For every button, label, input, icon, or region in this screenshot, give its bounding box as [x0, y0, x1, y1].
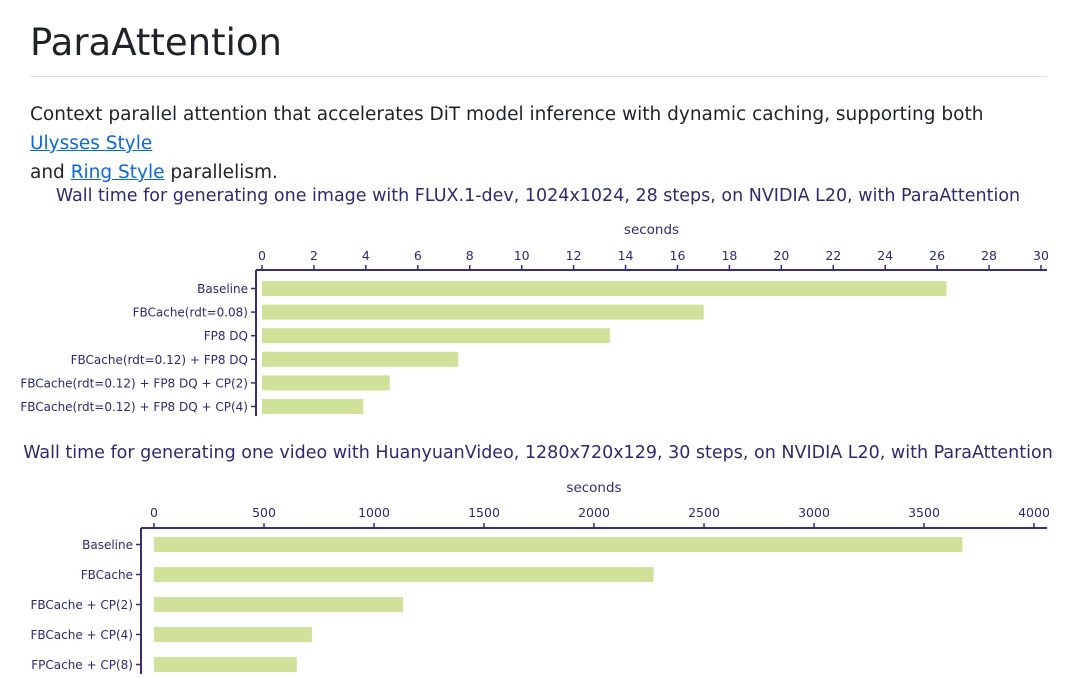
- x-axis-label: seconds: [624, 222, 679, 238]
- page-title: ParaAttention: [30, 21, 282, 64]
- x-tick-label: 3500: [908, 505, 940, 520]
- category-label: FPCache + CP(8): [31, 658, 133, 672]
- x-tick-label: 0: [258, 248, 266, 263]
- x-tick-label: 3000: [798, 505, 830, 520]
- x-tick-label: 20: [773, 248, 789, 263]
- title-divider: [30, 76, 1047, 77]
- x-tick-label: 0: [150, 505, 158, 520]
- x-tick-label: 14: [618, 248, 634, 263]
- x-tick-label: 1500: [468, 505, 500, 520]
- x-axis-label: seconds: [566, 480, 621, 496]
- bar: [154, 627, 312, 642]
- bar: [154, 657, 297, 672]
- ulysses-style-link[interactable]: Ulysses Style: [30, 133, 153, 154]
- bar: [262, 399, 364, 414]
- x-tick-label: 6: [414, 248, 422, 263]
- chart-title: Wall time for generating one video with …: [23, 443, 1053, 463]
- x-tick-label: 30: [1033, 248, 1049, 263]
- intro-text-1: Context parallel attention that accelera…: [30, 104, 984, 125]
- x-tick-label: 500: [252, 505, 276, 520]
- category-label: FBCache(rdt=0.12) + FP8 DQ + CP(2): [20, 376, 248, 390]
- category-label: FBCache + CP(4): [30, 628, 133, 642]
- intro-paragraph: Context parallel attention that accelera…: [30, 100, 1040, 187]
- bar: [262, 328, 610, 344]
- x-tick-label: 1000: [358, 505, 390, 520]
- x-tick-label: 2500: [688, 505, 720, 520]
- x-tick-label: 18: [721, 248, 737, 263]
- category-label: FBCache(rdt=0.12) + FP8 DQ: [71, 353, 248, 367]
- intro-text-3: parallelism.: [164, 162, 278, 183]
- x-tick-label: 2: [310, 248, 318, 263]
- category-label: FBCache + CP(2): [30, 598, 133, 612]
- x-tick-label: 12: [566, 248, 582, 263]
- x-tick-label: 16: [670, 248, 686, 263]
- x-tick-label: 4: [362, 248, 370, 263]
- category-label: Baseline: [197, 282, 248, 296]
- category-label: FBCache(rdt=0.08): [133, 306, 248, 320]
- x-tick-label: 8: [466, 248, 474, 263]
- bar: [262, 281, 947, 296]
- category-label: FBCache(rdt=0.12) + FP8 DQ + CP(4): [20, 400, 248, 414]
- bar: [262, 351, 459, 367]
- x-tick-label: 4000: [1018, 505, 1050, 520]
- ring-style-link[interactable]: Ring Style: [70, 162, 165, 183]
- bar: [154, 567, 654, 582]
- chart-title: Wall time for generating one image with …: [56, 186, 1020, 206]
- category-label: Baseline: [82, 538, 133, 552]
- x-tick-label: 24: [877, 248, 893, 263]
- x-tick-label: 2000: [578, 505, 610, 520]
- bar: [154, 537, 963, 552]
- intro-text-2: and: [30, 162, 71, 183]
- x-tick-label: 26: [929, 248, 945, 263]
- bar: [262, 304, 704, 320]
- bar: [262, 375, 390, 391]
- x-tick-label: 28: [981, 248, 997, 263]
- bar: [154, 597, 404, 612]
- x-tick-label: 22: [825, 248, 841, 263]
- category-label: FBCache: [81, 568, 133, 582]
- x-tick-label: 10: [514, 248, 530, 263]
- category-label: FP8 DQ: [204, 329, 248, 343]
